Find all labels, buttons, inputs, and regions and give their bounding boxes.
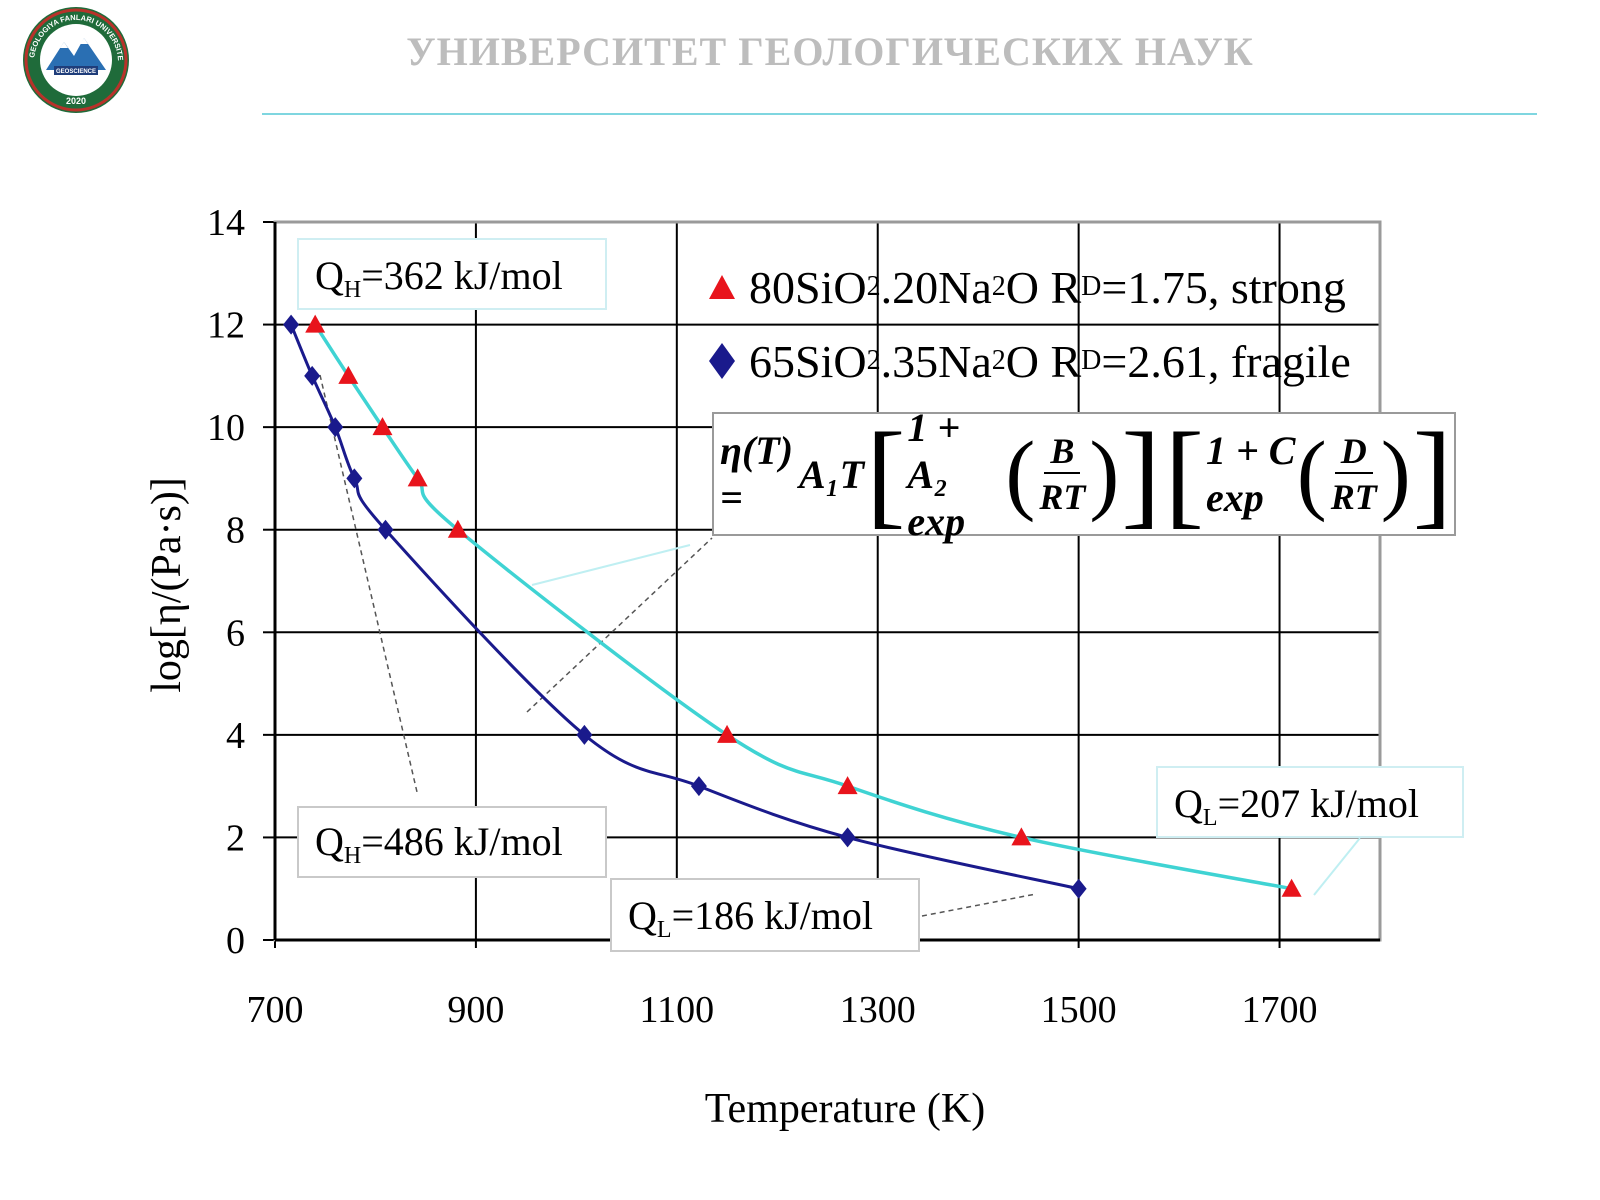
data-point-strong [837, 776, 858, 795]
header-divider [262, 113, 1537, 115]
formula-a1t: A₁T [799, 451, 865, 497]
formula-fraction-d: D RT [1330, 431, 1377, 517]
x-tick-label: 900 [447, 989, 504, 1031]
university-title: УНИВЕРСИТЕТ ГЕОЛОГИЧЕСКИХ НАУК [406, 29, 1254, 74]
data-point-fragile [377, 519, 394, 540]
y-tick-label: 4 [226, 715, 245, 757]
ql-strong-label: QL=207 kJ/mol [1156, 766, 1464, 838]
formula-bracket: [ [866, 408, 906, 539]
leader-line-ql-strong [1313, 837, 1361, 896]
x-tick-label: 1700 [1242, 989, 1318, 1031]
ql-fragile-label: QL=186 kJ/mol [610, 878, 920, 952]
qh-fragile-label: QH=486 kJ/mol [297, 806, 607, 878]
chart-legend: 80SiO 2.20Na 2 O R D =1.75, strong 65SiO 2.35N… [705, 250, 1351, 398]
data-point-fragile [346, 468, 363, 489]
formula-term1: 1 + A₂ exp [907, 404, 966, 544]
data-point-strong [372, 417, 393, 436]
qh-fragile-q: Q [315, 819, 344, 864]
y-axis-label: log[η/(Pa·s)] [144, 477, 190, 693]
qh-strong-value: =362 kJ/mol [361, 253, 563, 298]
ql-fragile-value: =186 kJ/mol [671, 893, 874, 938]
qh-fragile-value: =486 kJ/mol [361, 819, 563, 864]
ql-strong-sub: L [1202, 805, 1218, 831]
y-tick-label: 0 [226, 920, 245, 962]
legend-item-strong: 80SiO 2.20Na 2 O R D =1.75, strong [705, 250, 1351, 324]
data-point-strong [717, 724, 738, 743]
data-point-fragile [690, 776, 707, 797]
legend-triangle-icon [709, 275, 735, 299]
y-tick-label: 2 [226, 817, 245, 859]
data-point-strong [338, 365, 359, 384]
tick-labels: 700 900 1100 1300 1500 1700 0 2 4 6 8 10 12 14 [207, 202, 1318, 1031]
qh-strong-q: Q [315, 253, 344, 298]
data-point-strong [447, 519, 468, 538]
data-point-strong [1011, 827, 1032, 846]
leader-line-qh-fragile [319, 374, 418, 793]
x-axis-label: Temperature (K) [705, 1086, 985, 1132]
annotation-leader-lines [319, 374, 1361, 917]
leader-line-formula [526, 537, 713, 713]
x-tick-label: 1300 [840, 989, 916, 1031]
ql-fragile-sub: L [656, 917, 672, 943]
data-point-strong [305, 314, 326, 333]
y-tick-label: 10 [207, 407, 245, 449]
leader-line-formula-strong [531, 544, 691, 586]
logo-center-text: GEOSCIENCE [56, 69, 96, 75]
y-tick-label: 8 [226, 510, 245, 552]
formula-fraction-b: B RT [1039, 431, 1086, 517]
x-tick-label: 1500 [1041, 989, 1117, 1031]
viscosity-formula: η(T) = A₁T [ 1 + A₂ exp ( B RT ) ][ 1 + C… [712, 405, 1456, 544]
leader-line-ql-fragile [921, 893, 1037, 917]
formula-lhs: η(T) = [720, 428, 794, 520]
y-tick-label: 6 [226, 612, 245, 654]
legend-diamond-icon [709, 343, 735, 379]
data-point-fragile [304, 365, 321, 386]
data-point-fragile [1070, 878, 1087, 899]
qh-strong-sub: H [343, 277, 362, 303]
data-point-strong [407, 468, 428, 487]
data-point-strong [1281, 878, 1302, 897]
logo-year: 2020 [66, 96, 86, 106]
x-tick-label: 1100 [640, 989, 715, 1031]
qh-fragile-sub: H [343, 843, 362, 869]
legend-item-fragile: 65SiO 2.35Na 2 O R D =2.61, fragile [705, 324, 1351, 398]
qh-strong-label: QH=362 kJ/mol [297, 238, 607, 310]
formula-term2: 1 + C exp [1205, 428, 1296, 520]
data-point-fragile [839, 827, 856, 848]
data-point-fragile [327, 417, 344, 438]
y-tick-label: 14 [207, 202, 245, 244]
ql-strong-q: Q [1174, 781, 1203, 826]
university-logo: GEOSCIENCE 2020 GEOLOGIYA FANLARI UNIVER… [20, 4, 129, 113]
data-point-fragile [576, 724, 593, 745]
ql-fragile-q: Q [628, 893, 657, 938]
data-point-fragile [283, 314, 300, 335]
y-tick-label: 12 [207, 305, 245, 347]
data-series [283, 314, 1302, 899]
ql-strong-value: =207 kJ/mol [1217, 781, 1420, 826]
x-tick-label: 700 [247, 989, 304, 1031]
